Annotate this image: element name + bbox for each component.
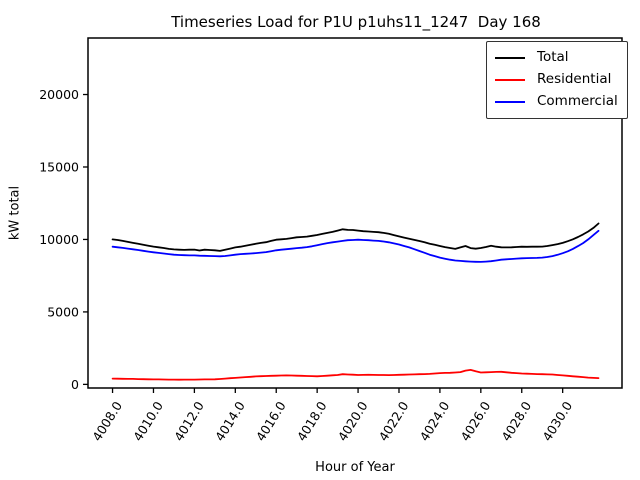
x-tick-label: 4026.0	[457, 399, 493, 444]
x-tick-label: 4022.0	[376, 399, 412, 444]
legend-entry-total: Total	[495, 47, 619, 69]
x-tick-label: 4030.0	[539, 399, 575, 444]
x-tick-label: 4010.0	[130, 399, 166, 444]
x-tick-label: 4018.0	[294, 399, 330, 444]
legend-line-sample	[495, 57, 525, 59]
legend-label: Total	[537, 49, 569, 66]
y-tick-label: 5000	[47, 304, 79, 319]
y-tick-label: 10000	[39, 232, 79, 247]
legend-label: Residential	[537, 71, 612, 88]
series-line-residential	[111, 368, 600, 381]
x-tick-label: 4008.0	[89, 399, 125, 444]
axes-frame	[87, 37, 623, 389]
x-tick-label: 4016.0	[253, 399, 289, 444]
x-tick-label: 4024.0	[417, 399, 453, 444]
series-line-total	[111, 222, 600, 252]
legend: Total Residential Commercial	[486, 41, 628, 119]
chart-title: Timeseries Load for P1U p1uhs11_1247 Day…	[171, 13, 541, 31]
x-tick-label: 4028.0	[498, 399, 534, 444]
x-axis-label: Hour of Year	[315, 460, 395, 475]
legend-line-sample	[495, 101, 525, 103]
y-tick-label: 0	[71, 377, 79, 392]
x-tick-label: 4020.0	[335, 399, 371, 444]
legend-entry-commercial: Commercial	[495, 91, 619, 113]
legend-line-sample	[495, 79, 525, 81]
legend-label: Commercial	[537, 93, 618, 110]
x-tick-label: 4014.0	[212, 399, 248, 444]
x-tick-label: 4012.0	[171, 399, 207, 444]
y-axis-label: kW total	[7, 185, 23, 241]
y-tick-label: 20000	[39, 87, 79, 102]
y-tick-label: 15000	[39, 159, 79, 174]
legend-entry-residential: Residential	[495, 69, 619, 91]
series-line-commercial	[111, 229, 600, 263]
